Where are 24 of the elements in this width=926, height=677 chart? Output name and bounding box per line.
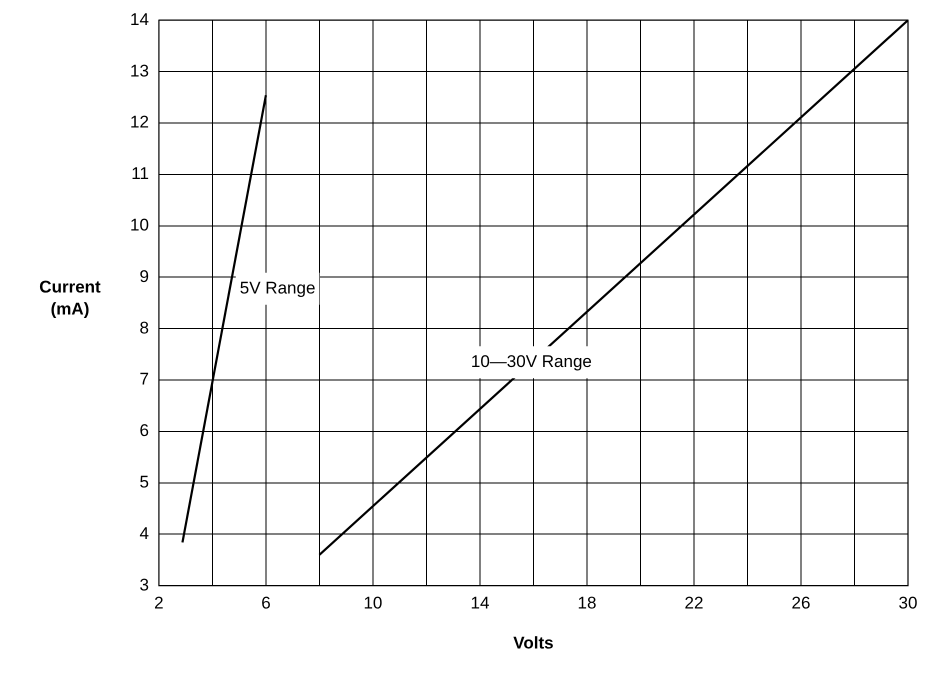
y-tick-label: 10 — [130, 215, 149, 234]
y-axis-title: Current (mA) — [39, 278, 102, 319]
y-tick-label: 3 — [139, 575, 149, 594]
x-tick-label: 2 — [154, 593, 164, 612]
y-tick-label: 8 — [139, 318, 149, 338]
x-tick-label: 14 — [470, 593, 490, 612]
x-tick-label: 30 — [898, 593, 918, 612]
y-tick-label: 11 — [131, 164, 149, 184]
y-tick-label: 13 — [130, 61, 149, 80]
y-tick-label: 5 — [139, 472, 149, 492]
y-tick-label: 6 — [139, 421, 149, 440]
x-tick-label: 26 — [792, 593, 810, 612]
x-tick-label: 10 — [363, 593, 382, 612]
y-tick-label: 4 — [139, 524, 149, 543]
x-tick-label: 6 — [261, 593, 271, 612]
y-tick-label: 12 — [130, 112, 149, 132]
y-tick-label: 7 — [139, 370, 149, 389]
series-label: 5V Range — [240, 278, 316, 298]
x-tick-label: 18 — [578, 593, 596, 612]
x-axis-title: Volts — [513, 633, 554, 652]
y-tick-label: 14 — [130, 10, 149, 29]
x-tick-label: 22 — [684, 593, 704, 612]
y-tick-label: 9 — [139, 266, 149, 286]
series-label: 10—30V Range — [470, 352, 592, 371]
